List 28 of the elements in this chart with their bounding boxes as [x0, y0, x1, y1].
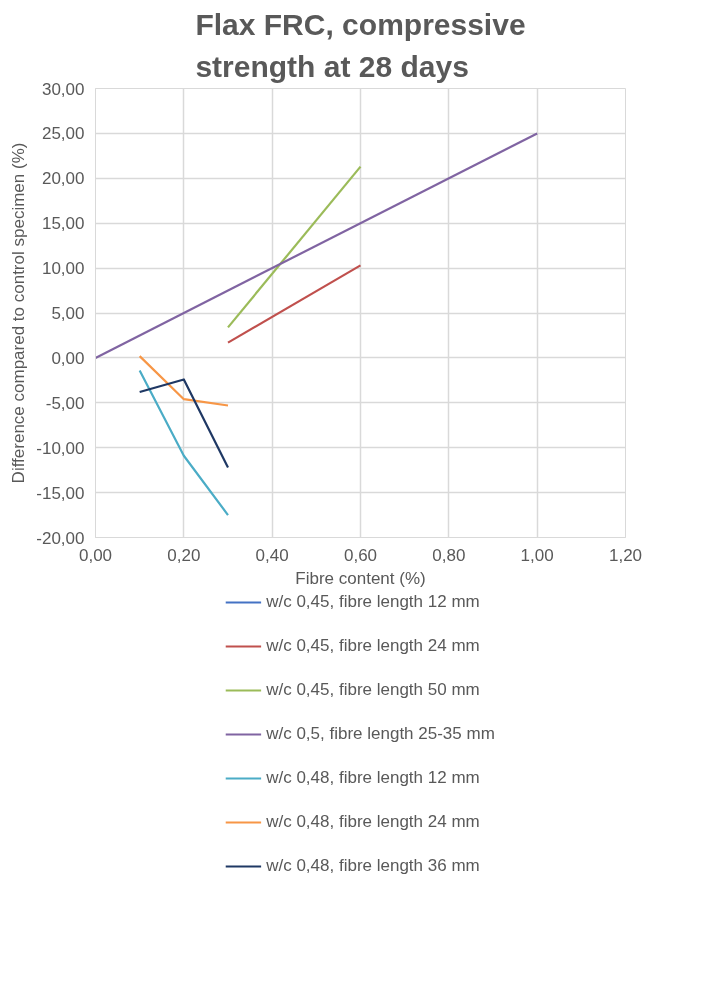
x-tick-label: 0,80 — [432, 545, 466, 565]
legend-label: w/c 0,5, fibre length 25-35 mm — [266, 723, 495, 745]
y-tick-label: 15,00 — [41, 214, 85, 234]
y-axis-title: Difference compared to control specimen (%) — [9, 142, 29, 484]
y-tick-label: 0,00 — [51, 348, 85, 368]
x-tick-label: 0,20 — [167, 545, 201, 565]
legend-label: w/c 0,45, fibre length 12 mm — [266, 591, 480, 613]
y-tick-label: 25,00 — [41, 124, 85, 144]
x-axis-title: Fibre content (%) — [295, 568, 426, 588]
y-tick-label: 5,00 — [51, 304, 85, 323]
chart-title: Flax FRC, compressive strength at 28 days — [195, 7, 526, 84]
x-tick-label: 1,20 — [608, 545, 643, 565]
legend-label: w/c 0,48, fibre length 36 mm — [266, 855, 480, 877]
y-tick-label: -15,00 — [36, 483, 85, 503]
legend-label: w/c 0,45, fibre length 24 mm — [266, 635, 480, 657]
x-tick-label: 0,40 — [255, 545, 289, 565]
y-tick-label: 30,00 — [41, 79, 85, 99]
legend-label: w/c 0,45, fibre length 50 mm — [266, 679, 480, 701]
y-tick-label: -20,00 — [36, 528, 85, 548]
y-tick-label: 20,00 — [41, 169, 85, 189]
x-tick-label: 0,00 — [78, 545, 113, 565]
x-tick-label: 1,00 — [520, 545, 554, 565]
x-tick-label: 0,60 — [343, 545, 378, 565]
legend-label: w/c 0,48, fibre length 24 mm — [266, 811, 480, 833]
y-tick-label: -10,00 — [36, 438, 85, 458]
y-tick-label: -5,00 — [45, 393, 85, 413]
y-tick-label: 10,00 — [41, 259, 85, 279]
legend-label: w/c 0,48, fibre length 12 mm — [266, 767, 480, 789]
